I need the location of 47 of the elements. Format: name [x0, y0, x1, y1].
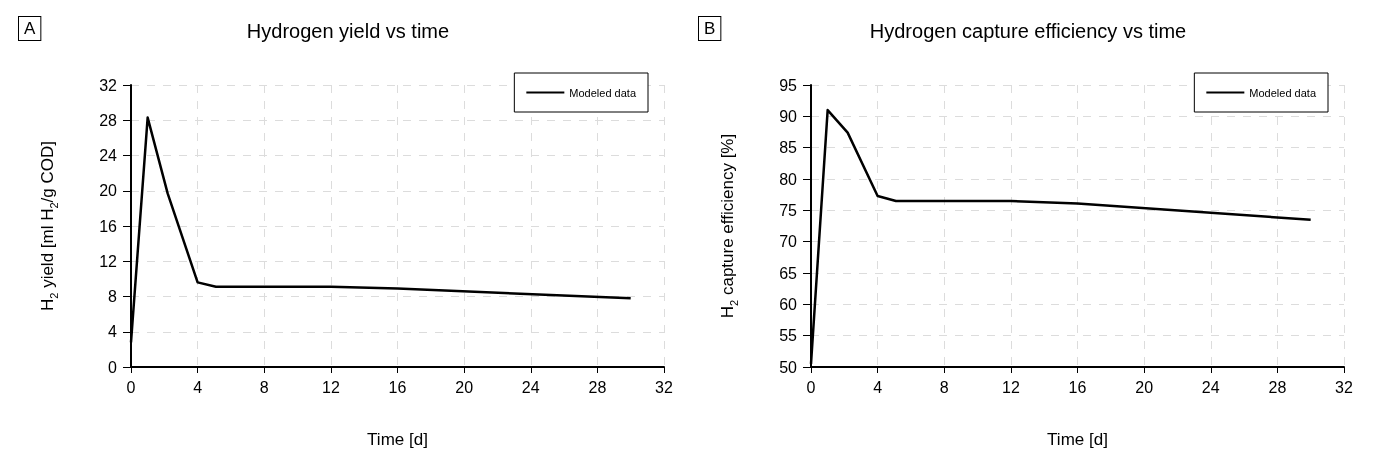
x-tick-label: 12 [321, 378, 340, 396]
x-tick-label: 16 [388, 378, 407, 396]
y-tick-label: 0 [108, 358, 118, 376]
y-tick-label: 55 [779, 327, 798, 345]
x-tick-label: 24 [1201, 378, 1220, 396]
y-tick-label: 12 [99, 252, 118, 270]
legend-label: Modeled data [1249, 86, 1317, 99]
legend-label: Modeled data [569, 86, 637, 99]
x-axis-title: Time [d] [1047, 430, 1108, 449]
chart-title: Hydrogen capture efficiency vs time [869, 20, 1187, 42]
x-tick-label: 32 [1335, 378, 1353, 396]
y-tick-label: 85 [779, 139, 798, 157]
y-tick-label: 65 [779, 264, 798, 282]
y-tick-label: 95 [779, 76, 798, 94]
y-tick-label: 8 [108, 288, 118, 305]
y-tick-label: 32 [99, 76, 118, 94]
x-tick-label: 20 [455, 378, 474, 396]
y-tick-label: 24 [99, 147, 118, 164]
x-tick-label: 28 [588, 378, 607, 396]
x-axis-title: Time [d] [367, 430, 428, 449]
x-tick-label: 16 [1068, 378, 1087, 396]
x-tick-label: 0 [126, 378, 136, 396]
y-tick-label: 70 [779, 233, 798, 251]
x-tick-label: 4 [193, 378, 203, 396]
y-tick-label: 16 [99, 217, 118, 235]
x-tick-label: 20 [1135, 378, 1154, 396]
y-axis-title: H2 capture efficiency [%] [718, 133, 740, 319]
x-tick-label: 28 [1268, 378, 1287, 396]
text: B [704, 19, 716, 38]
y-tick-label: 80 [779, 170, 798, 188]
x-tick-label: 0 [806, 378, 816, 396]
y-tick-label: 20 [99, 182, 118, 200]
y-tick-label: 60 [779, 295, 798, 313]
y-tick-label: 50 [779, 358, 798, 376]
text: A [24, 19, 36, 38]
y-tick-label: 4 [108, 323, 118, 341]
y-tick-label: 28 [99, 111, 118, 129]
x-tick-label: 12 [1001, 378, 1020, 396]
x-tick-label: 32 [655, 378, 673, 396]
x-tick-label: 8 [259, 378, 269, 396]
x-tick-label: 24 [521, 378, 540, 396]
x-tick-label: 4 [873, 378, 883, 396]
x-tick-label: 8 [939, 378, 949, 396]
y-tick-label: 75 [779, 201, 798, 219]
chart-title: Hydrogen yield vs time [246, 20, 450, 42]
y-axis-title: H2 yield [ml H2/g COD] [38, 141, 60, 311]
y-tick-label: 90 [779, 107, 798, 125]
